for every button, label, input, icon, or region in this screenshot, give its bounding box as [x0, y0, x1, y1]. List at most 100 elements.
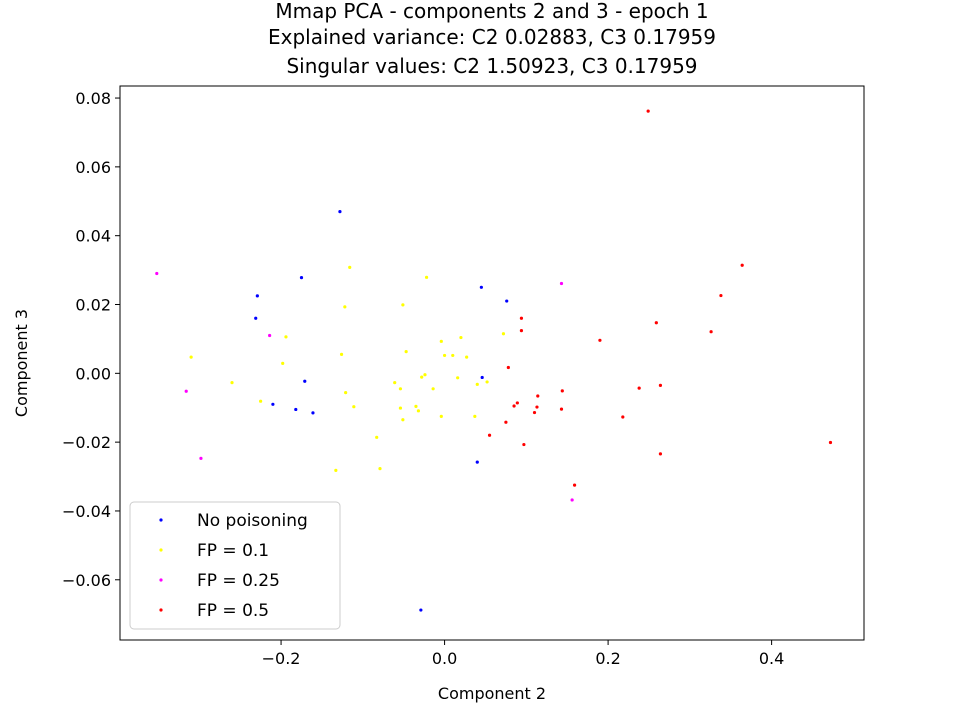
point-fp-0-1-21 [475, 382, 479, 386]
point-fp-0-1-27 [398, 406, 403, 410]
point-fp-0-1-4 [501, 332, 506, 336]
legend-marker-fp-0-25 [159, 578, 163, 582]
chart-title-line-3: Singular values: C2 1.50923, C3 0.17959 [286, 54, 697, 78]
point-fp-0-1-31 [473, 414, 477, 418]
point-fp-0-5-10 [637, 386, 641, 390]
x-tick-label-2: 0.2 [595, 649, 620, 668]
point-fp-0-1-3 [343, 305, 347, 309]
legend-label-fp-0-5: FP = 0.5 [197, 601, 269, 621]
point-fp-0-5-19 [504, 420, 508, 424]
legend-label-fp-0-25: FP = 0.25 [197, 571, 280, 591]
point-fp-0-5-12 [536, 394, 540, 398]
point-fp-0-1-14 [281, 361, 285, 365]
point-no-poisoning-9 [294, 407, 298, 412]
point-fp-0-1-15 [420, 375, 424, 379]
point-fp-0-1-16 [423, 373, 427, 377]
point-fp-0-25-0 [155, 271, 159, 276]
point-fp-0-1-2 [401, 303, 405, 307]
point-fp-0-1-8 [404, 350, 408, 354]
point-fp-0-1-35 [334, 468, 338, 472]
legend-box [129, 501, 341, 630]
point-no-poisoning-10 [311, 411, 315, 415]
point-fp-0-1-1 [424, 275, 429, 279]
legend-marker-fp-0-1 [159, 548, 163, 552]
point-fp-0-1-20 [485, 380, 489, 384]
point-no-poisoning-6 [303, 379, 307, 383]
point-fp-0-5-4 [654, 321, 658, 325]
y-tick-label-0: −0.06 [62, 571, 111, 590]
point-no-poisoning-1 [299, 276, 304, 280]
point-fp-0-5-1 [740, 263, 744, 267]
point-fp-0-5-15 [535, 405, 539, 409]
point-fp-0-5-21 [522, 442, 526, 447]
point-no-poisoning-5 [505, 299, 509, 303]
y-tick-label-2: −0.02 [62, 433, 111, 452]
point-no-poisoning-4 [479, 285, 483, 289]
series-fp-0-5 [487, 109, 833, 487]
legend: No poisoning FP = 0.1 FP = 0.25 FP = 0.5 [129, 501, 341, 630]
point-fp-0-1-34 [378, 467, 382, 471]
series-fp-0-25 [155, 271, 574, 502]
point-fp-0-1-9 [339, 352, 344, 356]
point-fp-0-5-17 [532, 410, 537, 415]
point-fp-0-1-12 [465, 355, 469, 359]
point-fp-0-5-20 [487, 433, 492, 437]
point-fp-0-1-5 [284, 335, 288, 339]
x-axis-ticks: −0.2 0.0 0.2 0.4 [262, 640, 784, 668]
point-fp-0-1-22 [398, 387, 403, 391]
point-fp-0-1-18 [393, 381, 397, 385]
y-tick-label-1: −0.04 [62, 502, 111, 521]
point-fp-0-1-17 [456, 376, 460, 380]
x-tick-label-1: 0.0 [432, 649, 457, 668]
point-fp-0-25-4 [199, 456, 203, 460]
data-points [155, 109, 833, 612]
point-fp-0-25-1 [559, 281, 564, 286]
point-fp-0-25-2 [268, 333, 272, 338]
point-fp-0-1-0 [348, 265, 352, 269]
x-tick-label-3: 0.4 [759, 649, 784, 668]
point-fp-0-1-6 [459, 335, 463, 340]
y-axis-ticks: −0.06 −0.04 −0.02 0.00 0.02 0.04 0.06 0.08 [62, 89, 120, 590]
point-fp-0-5-23 [658, 452, 663, 456]
legend-label-no-poisoning: No poisoning [197, 511, 308, 531]
point-fp-0-5-18 [621, 415, 625, 419]
point-fp-0-25-5 [570, 498, 574, 502]
point-fp-0-1-23 [431, 387, 435, 391]
point-fp-0-1-30 [439, 414, 443, 418]
point-fp-0-1-26 [352, 405, 356, 409]
point-fp-0-5-8 [506, 365, 510, 370]
point-fp-0-5-14 [512, 404, 516, 408]
point-fp-0-1-11 [451, 353, 455, 358]
point-fp-0-5-11 [560, 389, 564, 393]
point-fp-0-1-33 [375, 435, 379, 439]
point-fp-0-1-29 [416, 409, 421, 413]
point-fp-0-5-0 [646, 109, 650, 113]
point-fp-0-5-2 [719, 293, 723, 298]
y-tick-label-5: 0.04 [75, 227, 111, 246]
chart-title-line-1: Mmap PCA - components 2 and 3 - epoch 1 [275, 0, 708, 23]
point-fp-0-1-32 [401, 418, 405, 422]
point-fp-0-5-13 [515, 401, 519, 405]
point-no-poisoning-2 [255, 294, 259, 298]
point-no-poisoning-3 [254, 316, 258, 320]
point-fp-0-5-5 [519, 329, 524, 333]
point-fp-0-1-25 [259, 399, 263, 403]
y-tick-label-3: 0.00 [75, 364, 111, 383]
y-tick-label-6: 0.06 [75, 158, 111, 177]
chart-title-line-2: Explained variance: C2 0.02883, C3 0.179… [268, 25, 716, 49]
point-fp-0-5-7 [598, 338, 602, 342]
plot-frame [119, 85, 865, 641]
point-fp-0-1-19 [230, 381, 234, 385]
legend-label-fp-0-1: FP = 0.1 [197, 541, 269, 561]
y-tick-label-4: 0.02 [75, 296, 111, 315]
series-no-poisoning [254, 210, 509, 612]
point-no-poisoning-11 [475, 460, 479, 464]
point-fp-0-25-3 [184, 389, 188, 393]
legend-marker-fp-0-5 [159, 608, 163, 612]
point-fp-0-1-28 [414, 404, 418, 408]
point-fp-0-5-9 [658, 383, 663, 387]
point-fp-0-1-10 [442, 353, 447, 358]
legend-marker-no-poisoning [159, 518, 163, 522]
x-tick-label-0: −0.2 [262, 649, 301, 668]
